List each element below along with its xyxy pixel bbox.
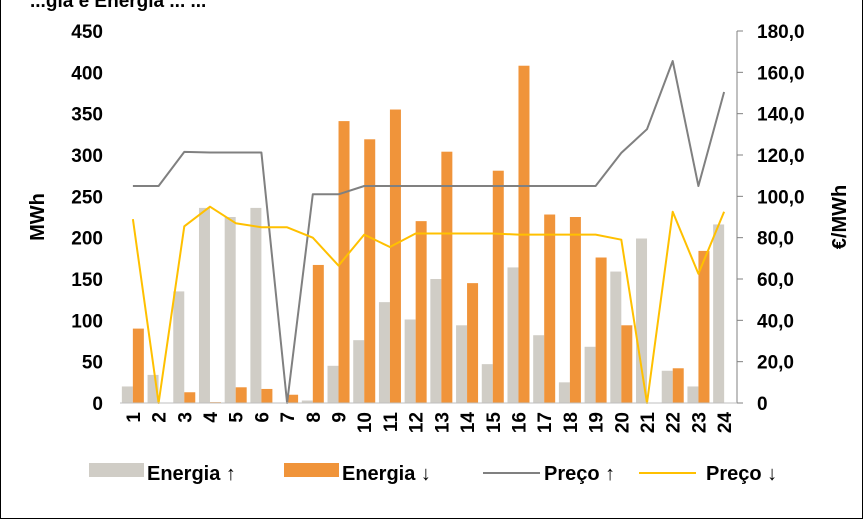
legend-swatch-energia-down [284, 463, 339, 477]
bar-energia-up-20 [610, 271, 622, 403]
y-right-tick-label: 80,0 [757, 229, 794, 250]
x-tick-label: 17 [535, 412, 556, 433]
y-left-tick-label: 50 [82, 353, 103, 374]
y-right-tick-label: 0 [757, 394, 768, 415]
bar-energia-down-22 [672, 368, 684, 403]
bar-energia-down-7 [287, 394, 299, 403]
x-tick-label: 20 [612, 412, 633, 433]
y-right-tick-label: 140,0 [757, 105, 805, 126]
bar-energia-up-5 [224, 217, 236, 403]
bar-energia-down-6 [261, 388, 273, 403]
bar-energia-up-1 [121, 386, 133, 403]
y-left-tick-label: 400 [71, 63, 103, 84]
bar-energia-up-8 [301, 400, 313, 403]
x-tick-label: 6 [252, 412, 273, 423]
bar-energia-down-1 [132, 328, 144, 403]
x-tick-label: 18 [561, 412, 582, 433]
legend-label-energia-down: Energia ↓ [342, 463, 431, 485]
chart-title: ...gia e Energia ... ... [30, 0, 207, 12]
y-left-tick-label: 200 [71, 229, 103, 250]
x-tick-label: 8 [304, 412, 325, 423]
bar-energia-up-23 [687, 386, 699, 403]
y-left-tick-label: 150 [71, 270, 103, 291]
bar-energia-down-8 [312, 264, 324, 403]
bar-energia-down-20 [621, 325, 633, 403]
bar-energia-up-22 [661, 370, 673, 403]
y-right-tick-label: 20,0 [757, 353, 794, 374]
bar-energia-down-11 [389, 109, 401, 404]
bar-energia-up-24 [713, 224, 725, 403]
bar-energia-down-15 [492, 170, 504, 403]
x-tick-label: 1 [124, 412, 145, 423]
bar-energia-up-10 [353, 340, 365, 403]
x-tick-label: 11 [381, 412, 402, 433]
bar-energia-up-14 [456, 325, 468, 403]
y-right-tick-label: 40,0 [757, 311, 794, 332]
bar-energia-up-3 [173, 291, 185, 403]
bar-energia-down-23 [698, 250, 710, 403]
x-tick-label: 5 [227, 412, 248, 423]
bar-energia-up-4 [198, 207, 210, 403]
bar-energia-down-5 [235, 387, 247, 403]
y-left-tick-label: 300 [71, 146, 103, 167]
x-tick-label: 7 [278, 412, 299, 423]
y-axis-right-title: €/MWh [829, 185, 851, 249]
y-right-tick-label: 60,0 [757, 270, 794, 291]
y-left-tick-label: 100 [71, 311, 103, 332]
x-tick-label: 2 [150, 412, 171, 423]
x-tick-label: 24 [715, 412, 736, 434]
bar-energia-up-2 [147, 374, 159, 403]
bar-energia-up-15 [481, 364, 493, 403]
x-tick-label: 15 [484, 412, 505, 434]
bar-energia-up-18 [558, 382, 570, 403]
line-preco-down [131, 205, 726, 404]
x-tick-label: 4 [201, 412, 222, 423]
x-tick-label: 3 [175, 412, 196, 423]
y-right-tick-label: 100,0 [757, 187, 805, 208]
bar-energia-down-10 [364, 139, 376, 403]
x-tick-label: 13 [432, 412, 453, 433]
bar-energia-down-13 [441, 151, 453, 403]
x-tick-label: 14 [458, 412, 479, 434]
y-right-tick-label: 180,0 [757, 22, 805, 43]
legend-label-preco-up: Preço ↑ [544, 463, 615, 485]
bar-energia-up-16 [507, 267, 519, 403]
bar-energia-up-13 [430, 279, 442, 403]
y-left-tick-label: 250 [71, 187, 103, 208]
x-tick-label: 23 [689, 412, 710, 433]
bar-energia-up-21 [636, 238, 648, 403]
legend-label-energia-up: Energia ↑ [147, 463, 236, 485]
x-tick-label: 16 [510, 412, 531, 433]
y-right-tick-label: 160,0 [757, 63, 805, 84]
x-tick-label: 9 [330, 412, 351, 423]
bar-energia-down-3 [184, 392, 196, 403]
bar-energia-up-9 [327, 365, 339, 403]
bar-energia-up-11 [378, 302, 390, 403]
bar-energia-down-12 [415, 221, 427, 403]
bar-energia-down-9 [338, 121, 350, 404]
x-tick-label: 12 [407, 412, 428, 433]
x-tick-label: 22 [664, 412, 685, 433]
bar-energia-down-19 [595, 257, 607, 403]
y-left-tick-label: 0 [92, 394, 103, 415]
bar-energia-down-14 [467, 283, 479, 403]
bar-energia-up-17 [533, 335, 545, 403]
y-axis-left-title: MWh [27, 193, 49, 241]
bar-energia-down-17 [544, 214, 556, 403]
x-tick-label: 19 [587, 412, 608, 433]
bar-energia-up-6 [250, 207, 262, 403]
bar-energia-up-12 [404, 319, 416, 403]
bar-energia-up-19 [584, 346, 596, 403]
bar-energia-down-18 [569, 217, 581, 403]
x-tick-label: 10 [355, 412, 376, 433]
legend-label-preco-down: Preço ↓ [706, 463, 777, 485]
line-preco-up [132, 60, 726, 404]
x-tick-label: 21 [638, 412, 659, 434]
legend-swatch-energia-up [89, 463, 144, 477]
y-left-tick-label: 350 [71, 105, 103, 126]
y-left-tick-label: 450 [71, 22, 103, 43]
y-right-tick-label: 120,0 [757, 146, 805, 167]
